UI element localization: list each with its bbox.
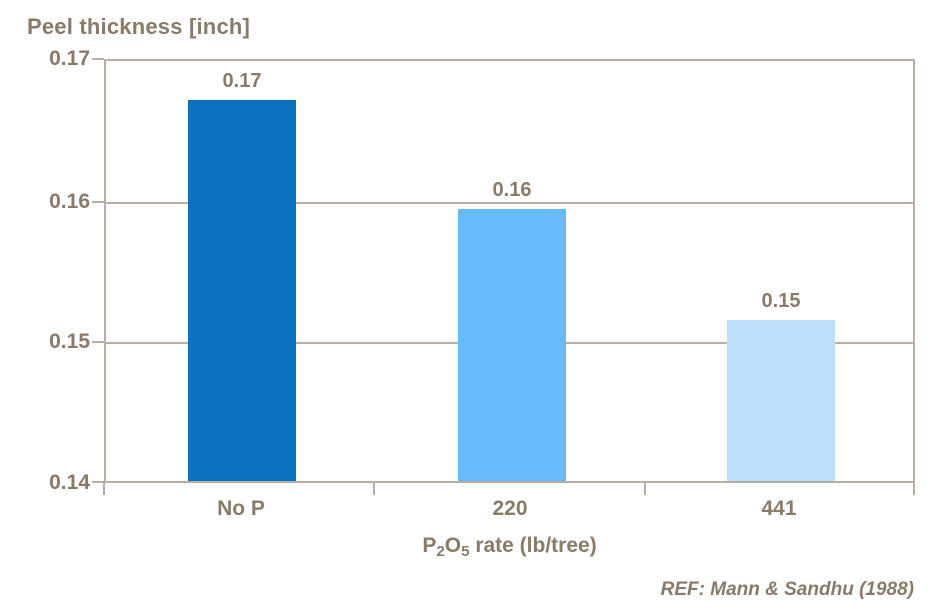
x-axis-title-text: O (444, 534, 462, 557)
bar (458, 209, 566, 481)
x-axis-title-text: rate (lb/tree) (469, 534, 597, 557)
y-axis-tick (92, 341, 104, 343)
x-axis-title-text: P (422, 534, 437, 557)
reference-note: REF: Mann & Sandhu (1988) (660, 579, 914, 600)
chart-title: Peel thickness [inch] (27, 14, 251, 39)
y-axis-tick (92, 481, 104, 483)
bar-value-label: 0.15 (761, 290, 801, 312)
y-tick-label: 0.17 (49, 47, 90, 70)
x-axis-tick (373, 483, 375, 495)
bar-value-label: 0.17 (222, 70, 262, 92)
y-tick-label: 0.16 (49, 190, 90, 213)
gridline (106, 202, 913, 204)
x-axis-tick (913, 483, 915, 495)
x-category-label: 441 (761, 497, 797, 520)
bar (188, 100, 296, 481)
x-category-label: No P (217, 497, 265, 520)
x-category-label: 220 (492, 497, 528, 520)
y-tick-label: 0.15 (49, 330, 90, 353)
y-tick-label: 0.14 (49, 471, 90, 494)
plot-area: 0.17 0.16 0.15 (104, 59, 915, 483)
y-axis-tick (92, 58, 104, 60)
x-axis-title-subscript: 2 (436, 543, 445, 561)
x-axis-tick (644, 483, 646, 495)
x-axis-title: P2O5 rate (lb/tree) (104, 532, 915, 566)
x-axis-tick (103, 483, 105, 495)
y-axis-tick (92, 201, 104, 203)
bar-value-label: 0.16 (492, 179, 532, 201)
bar (727, 320, 835, 481)
x-axis-title-subscript: 5 (461, 543, 470, 561)
